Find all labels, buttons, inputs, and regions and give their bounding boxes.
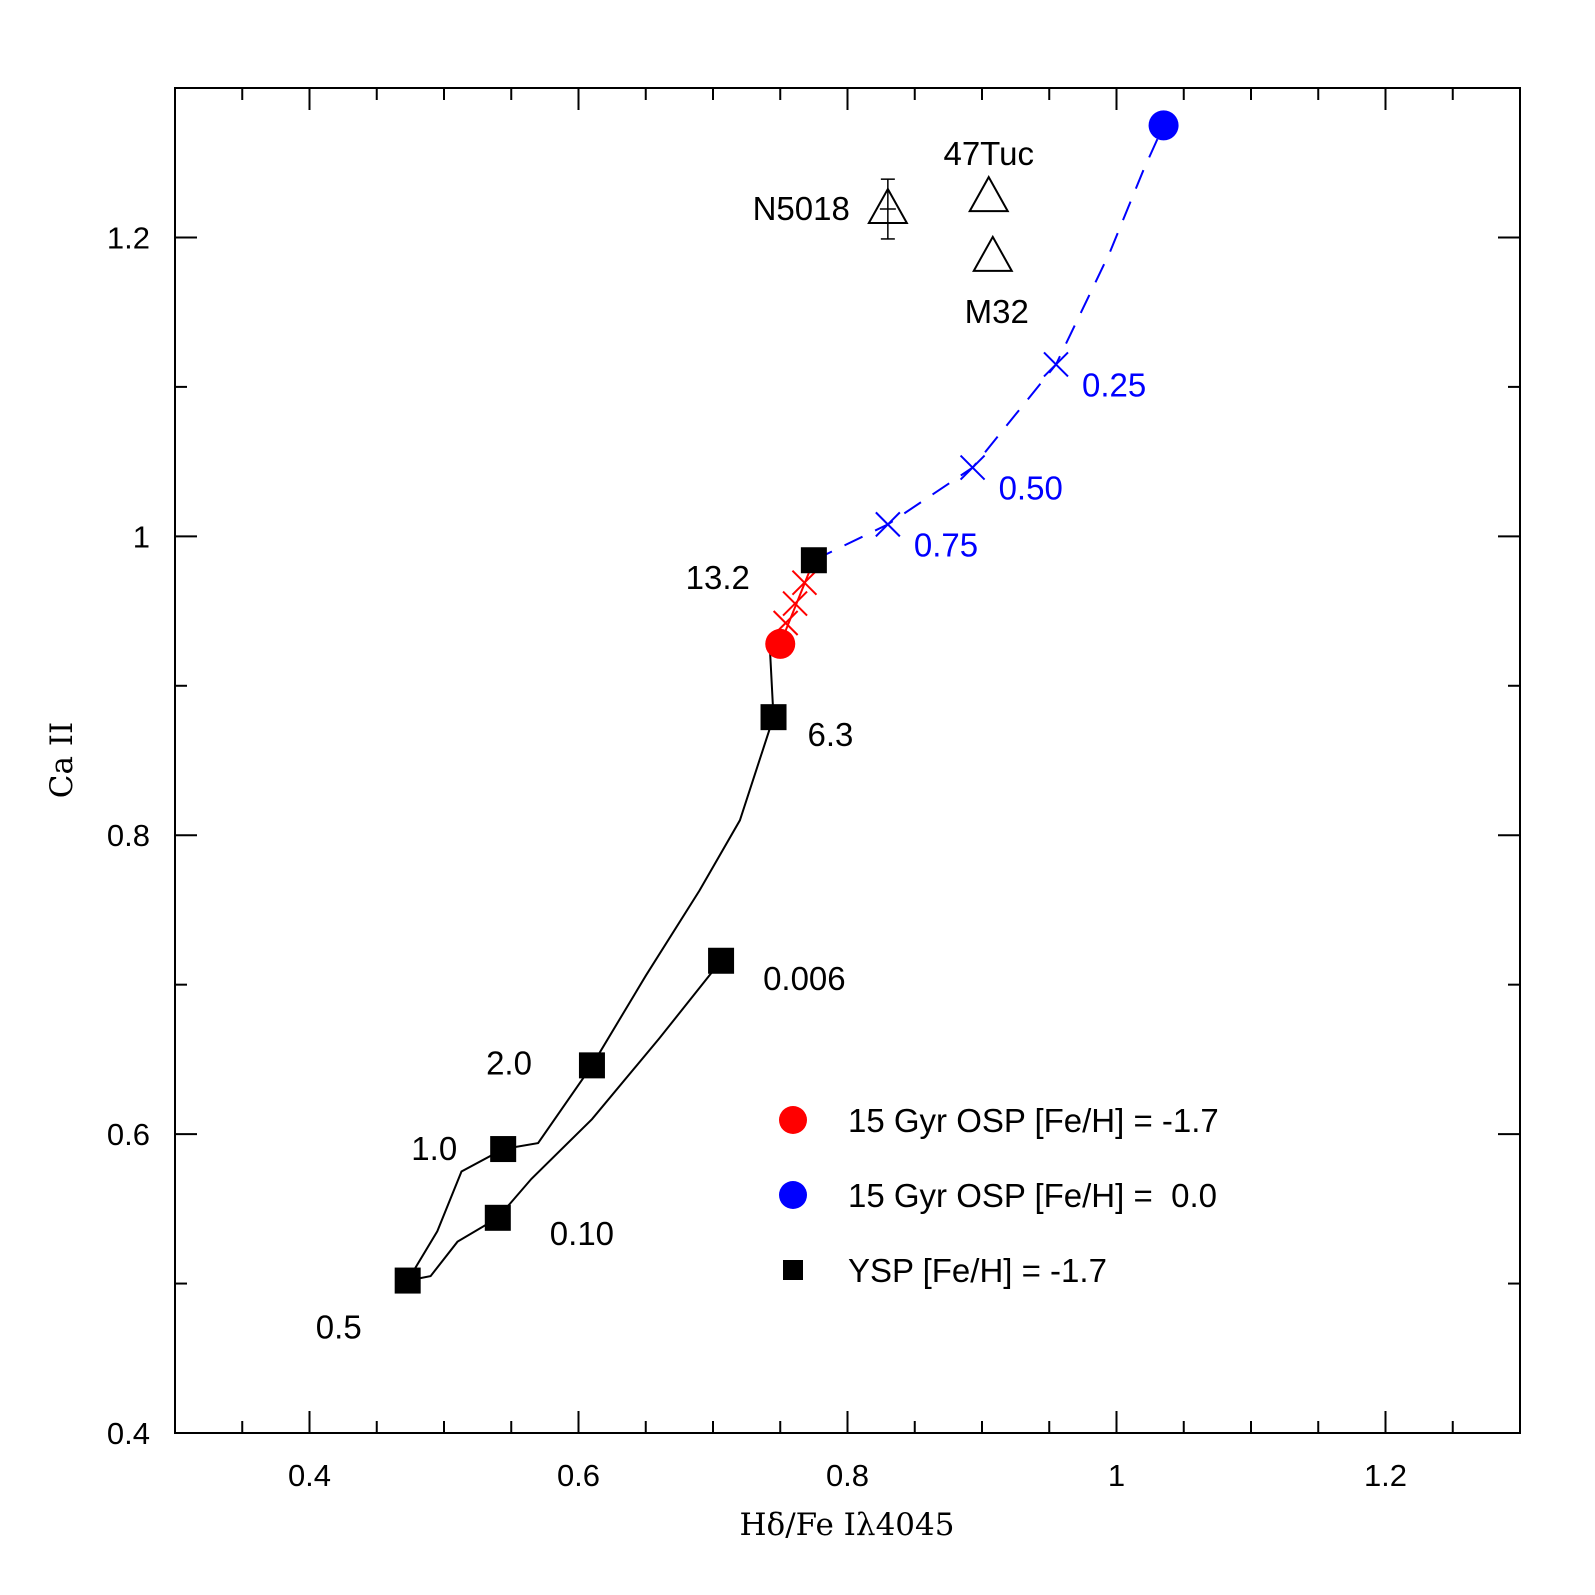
age-label: 0.006 <box>763 960 846 997</box>
cross-marker-stroke <box>875 511 901 538</box>
legend-marker <box>779 1106 807 1134</box>
square-point <box>760 704 787 731</box>
square-point <box>578 1052 605 1079</box>
age-label: 0.10 <box>550 1215 614 1252</box>
y-tick-label: 0.6 <box>107 1117 150 1152</box>
age-label: 2.0 <box>486 1044 532 1081</box>
cross-marker <box>875 511 901 538</box>
legend-marker <box>779 1181 807 1209</box>
cross-marker-stroke <box>959 454 986 481</box>
x-tick-label: 1.2 <box>1364 1458 1407 1493</box>
ysp-track-lower <box>407 960 722 1282</box>
point-annotations: 0.75 0.50 0.25 0.006 0.10 0.5 1.0 2.0 6.3 13.2 N50… <box>316 135 1146 1345</box>
x-tick-label: 0.8 <box>826 1458 869 1493</box>
axis-ticks <box>175 87 1521 1433</box>
y-tick-label: 0.4 <box>107 1416 150 1451</box>
legend-label: 15 Gyr OSP [Fe/H] = 0.0 <box>848 1177 1217 1214</box>
cross-marker <box>1043 351 1069 378</box>
y-axis-title: Ca II <box>44 722 80 799</box>
triangle-point <box>968 175 1010 213</box>
y-tick-label: 1 <box>133 519 150 554</box>
blue-mixing-line <box>813 124 1165 562</box>
age-label: 6.3 <box>808 716 854 753</box>
object-label: M32 <box>965 293 1029 330</box>
tick-labels: 0.4 0.6 0.8 1 1.2 0.4 0.6 0.8 1 1.2 <box>107 220 1407 1493</box>
cross-marker <box>959 454 986 481</box>
object-label: N5018 <box>753 190 850 227</box>
circle-point <box>1148 110 1179 141</box>
legend: 15 Gyr OSP [Fe/H] = -1.7 15 Gyr OSP [Fe/H… <box>779 1102 1219 1289</box>
plot-frame <box>174 87 1521 1434</box>
data-marks <box>394 110 1179 1294</box>
legend-marker <box>783 1260 803 1280</box>
y-tick-label: 1.2 <box>107 220 150 255</box>
square-point <box>490 1136 517 1163</box>
x-axis-title: Hδ/Fe Iλ4045 <box>740 1507 955 1543</box>
triangle-point <box>972 234 1014 272</box>
object-label: 47Tuc <box>943 135 1034 172</box>
mixing-fraction-label: 0.75 <box>914 526 978 563</box>
error-bar <box>879 178 896 240</box>
legend-label: YSP [Fe/H] = -1.7 <box>848 1252 1107 1289</box>
legend-label: 15 Gyr OSP [Fe/H] = -1.7 <box>848 1102 1219 1139</box>
x-tick-label: 0.6 <box>557 1458 600 1493</box>
age-label: 1.0 <box>411 1130 457 1167</box>
square-point <box>394 1267 421 1294</box>
square-point <box>708 947 735 974</box>
circle-point <box>765 628 796 659</box>
x-tick-label: 0.4 <box>288 1458 331 1493</box>
cross-marker-stroke <box>1043 351 1069 378</box>
age-label: 0.5 <box>316 1309 362 1346</box>
cross-marker-stroke <box>791 569 818 596</box>
y-tick-label: 0.8 <box>107 818 150 853</box>
cross-marker <box>791 569 818 596</box>
cross-marker-stroke <box>782 590 808 617</box>
mixing-fraction-label: 0.50 <box>999 470 1063 507</box>
square-point <box>800 547 827 574</box>
age-label: 13.2 <box>686 559 750 596</box>
mixing-fraction-label: 0.25 <box>1082 366 1146 403</box>
square-point <box>484 1204 511 1231</box>
x-tick-label: 1 <box>1108 1458 1125 1493</box>
cross-marker <box>782 590 808 617</box>
